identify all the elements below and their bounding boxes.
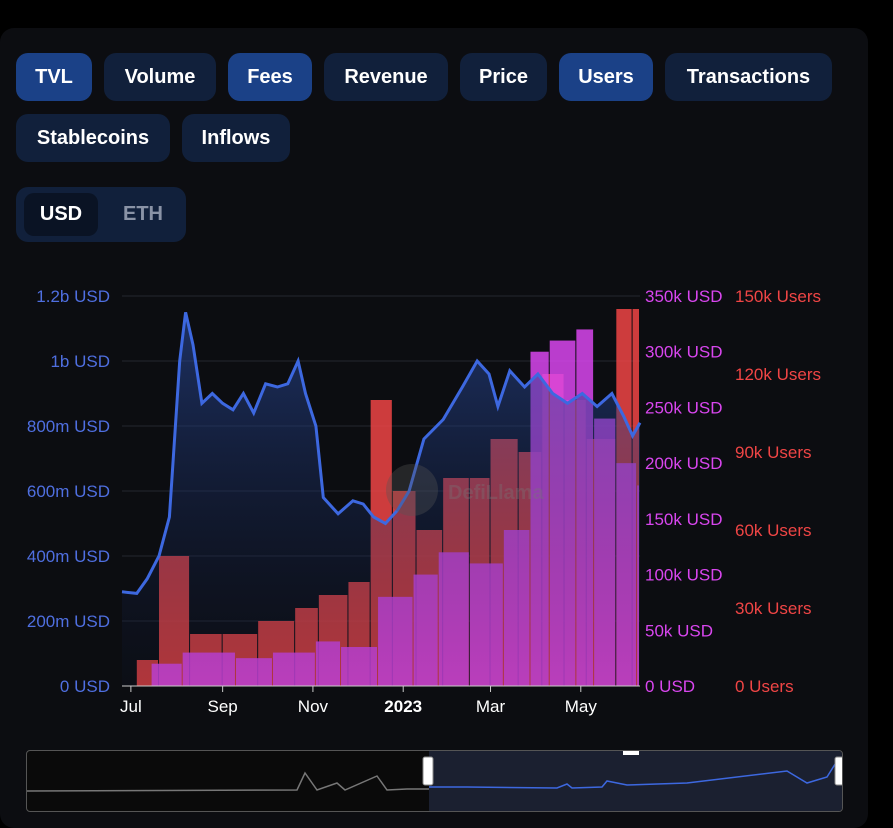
fees-axis-tick-label: 300k USD	[645, 343, 722, 362]
fees-axis-tick-label: 250k USD	[645, 398, 722, 417]
x-axis-tick-label: Sep	[208, 697, 238, 716]
tab-tvl[interactable]: TVL	[16, 53, 92, 101]
fees-axis-tick-label: 50k USD	[645, 621, 713, 640]
denomination-eth[interactable]: ETH	[123, 203, 163, 225]
tab-users[interactable]: Users	[559, 53, 653, 101]
watermark-text: DefiLlama	[448, 482, 544, 504]
tab-fees[interactable]: Fees	[228, 53, 312, 101]
tvl-axis-tick-label: 800m USD	[27, 417, 110, 436]
fees-axis-tick-label: 350k USD	[645, 287, 722, 306]
brush-drag-handle[interactable]	[623, 751, 639, 755]
x-axis-tick-label: Mar	[476, 697, 506, 716]
tvl-axis-tick-label: 200m USD	[27, 612, 110, 631]
watermark-logo-icon	[386, 464, 438, 516]
tab-stablecoins[interactable]: Stablecoins	[16, 114, 170, 162]
x-axis-tick-label: May	[565, 697, 598, 716]
brush-left-handle[interactable]	[422, 756, 434, 786]
users-axis-tick-label: 0 Users	[735, 677, 794, 696]
tvl-axis-tick-label: 400m USD	[27, 547, 110, 566]
tab-transactions[interactable]: Transactions	[665, 53, 832, 101]
tab-revenue[interactable]: Revenue	[324, 53, 448, 101]
users-axis-tick-label: 90k Users	[735, 443, 812, 462]
tvl-line	[121, 311, 642, 595]
brush-right-handle[interactable]	[834, 756, 842, 786]
tvl-fees-users-chart: DefiLlama 0 USD 200m USD 400m USD 600m USD 8…	[27, 287, 821, 716]
denomination-toggle: USD ETH	[16, 187, 186, 242]
x-axis-tick-label: Jul	[120, 697, 142, 716]
users-axis-tick-label: 120k Users	[735, 365, 821, 384]
tab-inflows[interactable]: Inflows	[182, 114, 290, 162]
tvl-axis-tick-label: 1b USD	[50, 352, 110, 371]
fees-axis-tick-label: 200k USD	[645, 454, 722, 473]
brush-selection[interactable]	[429, 751, 842, 811]
time-range-brush[interactable]	[26, 750, 843, 812]
x-axis-tick-label: 2023	[384, 697, 422, 716]
denomination-usd[interactable]: USD	[24, 193, 98, 236]
users-axis-tick-label: 60k Users	[735, 521, 812, 540]
users-axis-tick-label: 150k Users	[735, 287, 821, 306]
brush-overview-line	[27, 771, 429, 792]
fees-axis-tick-label: 150k USD	[645, 510, 722, 529]
x-axis-tick-label: Nov	[298, 697, 329, 716]
users-axis-tick-label: 30k Users	[735, 599, 812, 618]
tvl-area	[122, 312, 640, 686]
tvl-axis-tick-label: 600m USD	[27, 482, 110, 501]
tvl-axis-tick-label: 0 USD	[60, 677, 110, 696]
tab-price[interactable]: Price	[460, 53, 547, 101]
fees-axis-tick-label: 100k USD	[645, 566, 722, 585]
fees-axis-tick-label: 0 USD	[645, 677, 695, 696]
tvl-axis-tick-label: 1.2b USD	[36, 287, 110, 306]
tab-volume[interactable]: Volume	[104, 53, 216, 101]
brush-overview-selected-line	[429, 760, 838, 789]
